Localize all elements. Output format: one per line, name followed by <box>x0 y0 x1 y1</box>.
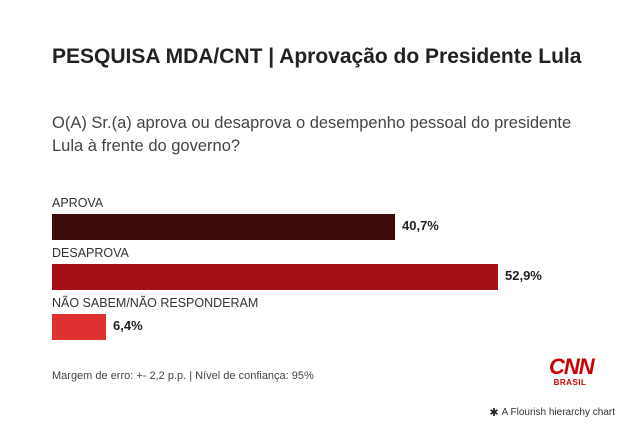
value-label: 40,7% <box>402 218 439 233</box>
value-label: 6,4% <box>113 318 143 333</box>
category-label: NÃO SABEM/NÃO RESPONDERAM <box>52 296 259 310</box>
cnn-brasil-logo: CNN BRASIL <box>549 354 595 394</box>
chart-title: PESQUISA MDA/CNT | Aprovação do Presiden… <box>52 45 582 68</box>
bar <box>52 314 106 340</box>
category-label: APROVA <box>52 196 104 210</box>
bar <box>52 214 395 240</box>
bar-row: NÃO SABEM/NÃO RESPONDERAM 6,4% <box>52 296 612 346</box>
chart-subtitle: O(A) Sr.(a) aprova ou desaprova o desemp… <box>52 114 572 155</box>
bar-row: APROVA 40,7% <box>52 196 612 246</box>
bar <box>52 264 498 290</box>
flourish-asterisk-icon: ✱ <box>489 407 499 419</box>
value-label: 52,9% <box>505 268 542 283</box>
logo-sub-text: BRASIL <box>553 378 587 387</box>
bar-row: DESAPROVA 52,9% <box>52 246 612 296</box>
category-label: DESAPROVA <box>52 246 129 260</box>
flourish-credit[interactable]: ✱ A Flourish hierarchy chart <box>489 406 615 419</box>
bar-chart: APROVA 40,7% DESAPROVA 52,9% NÃO SABEM/NÃO R… <box>52 196 612 356</box>
flourish-credit-text: A Flourish hierarchy chart <box>501 407 615 418</box>
logo-main-text: CNN <box>549 354 595 379</box>
margin-of-error-note: Margem de erro: +- 2,2 p.p. | Nível de c… <box>52 370 314 382</box>
